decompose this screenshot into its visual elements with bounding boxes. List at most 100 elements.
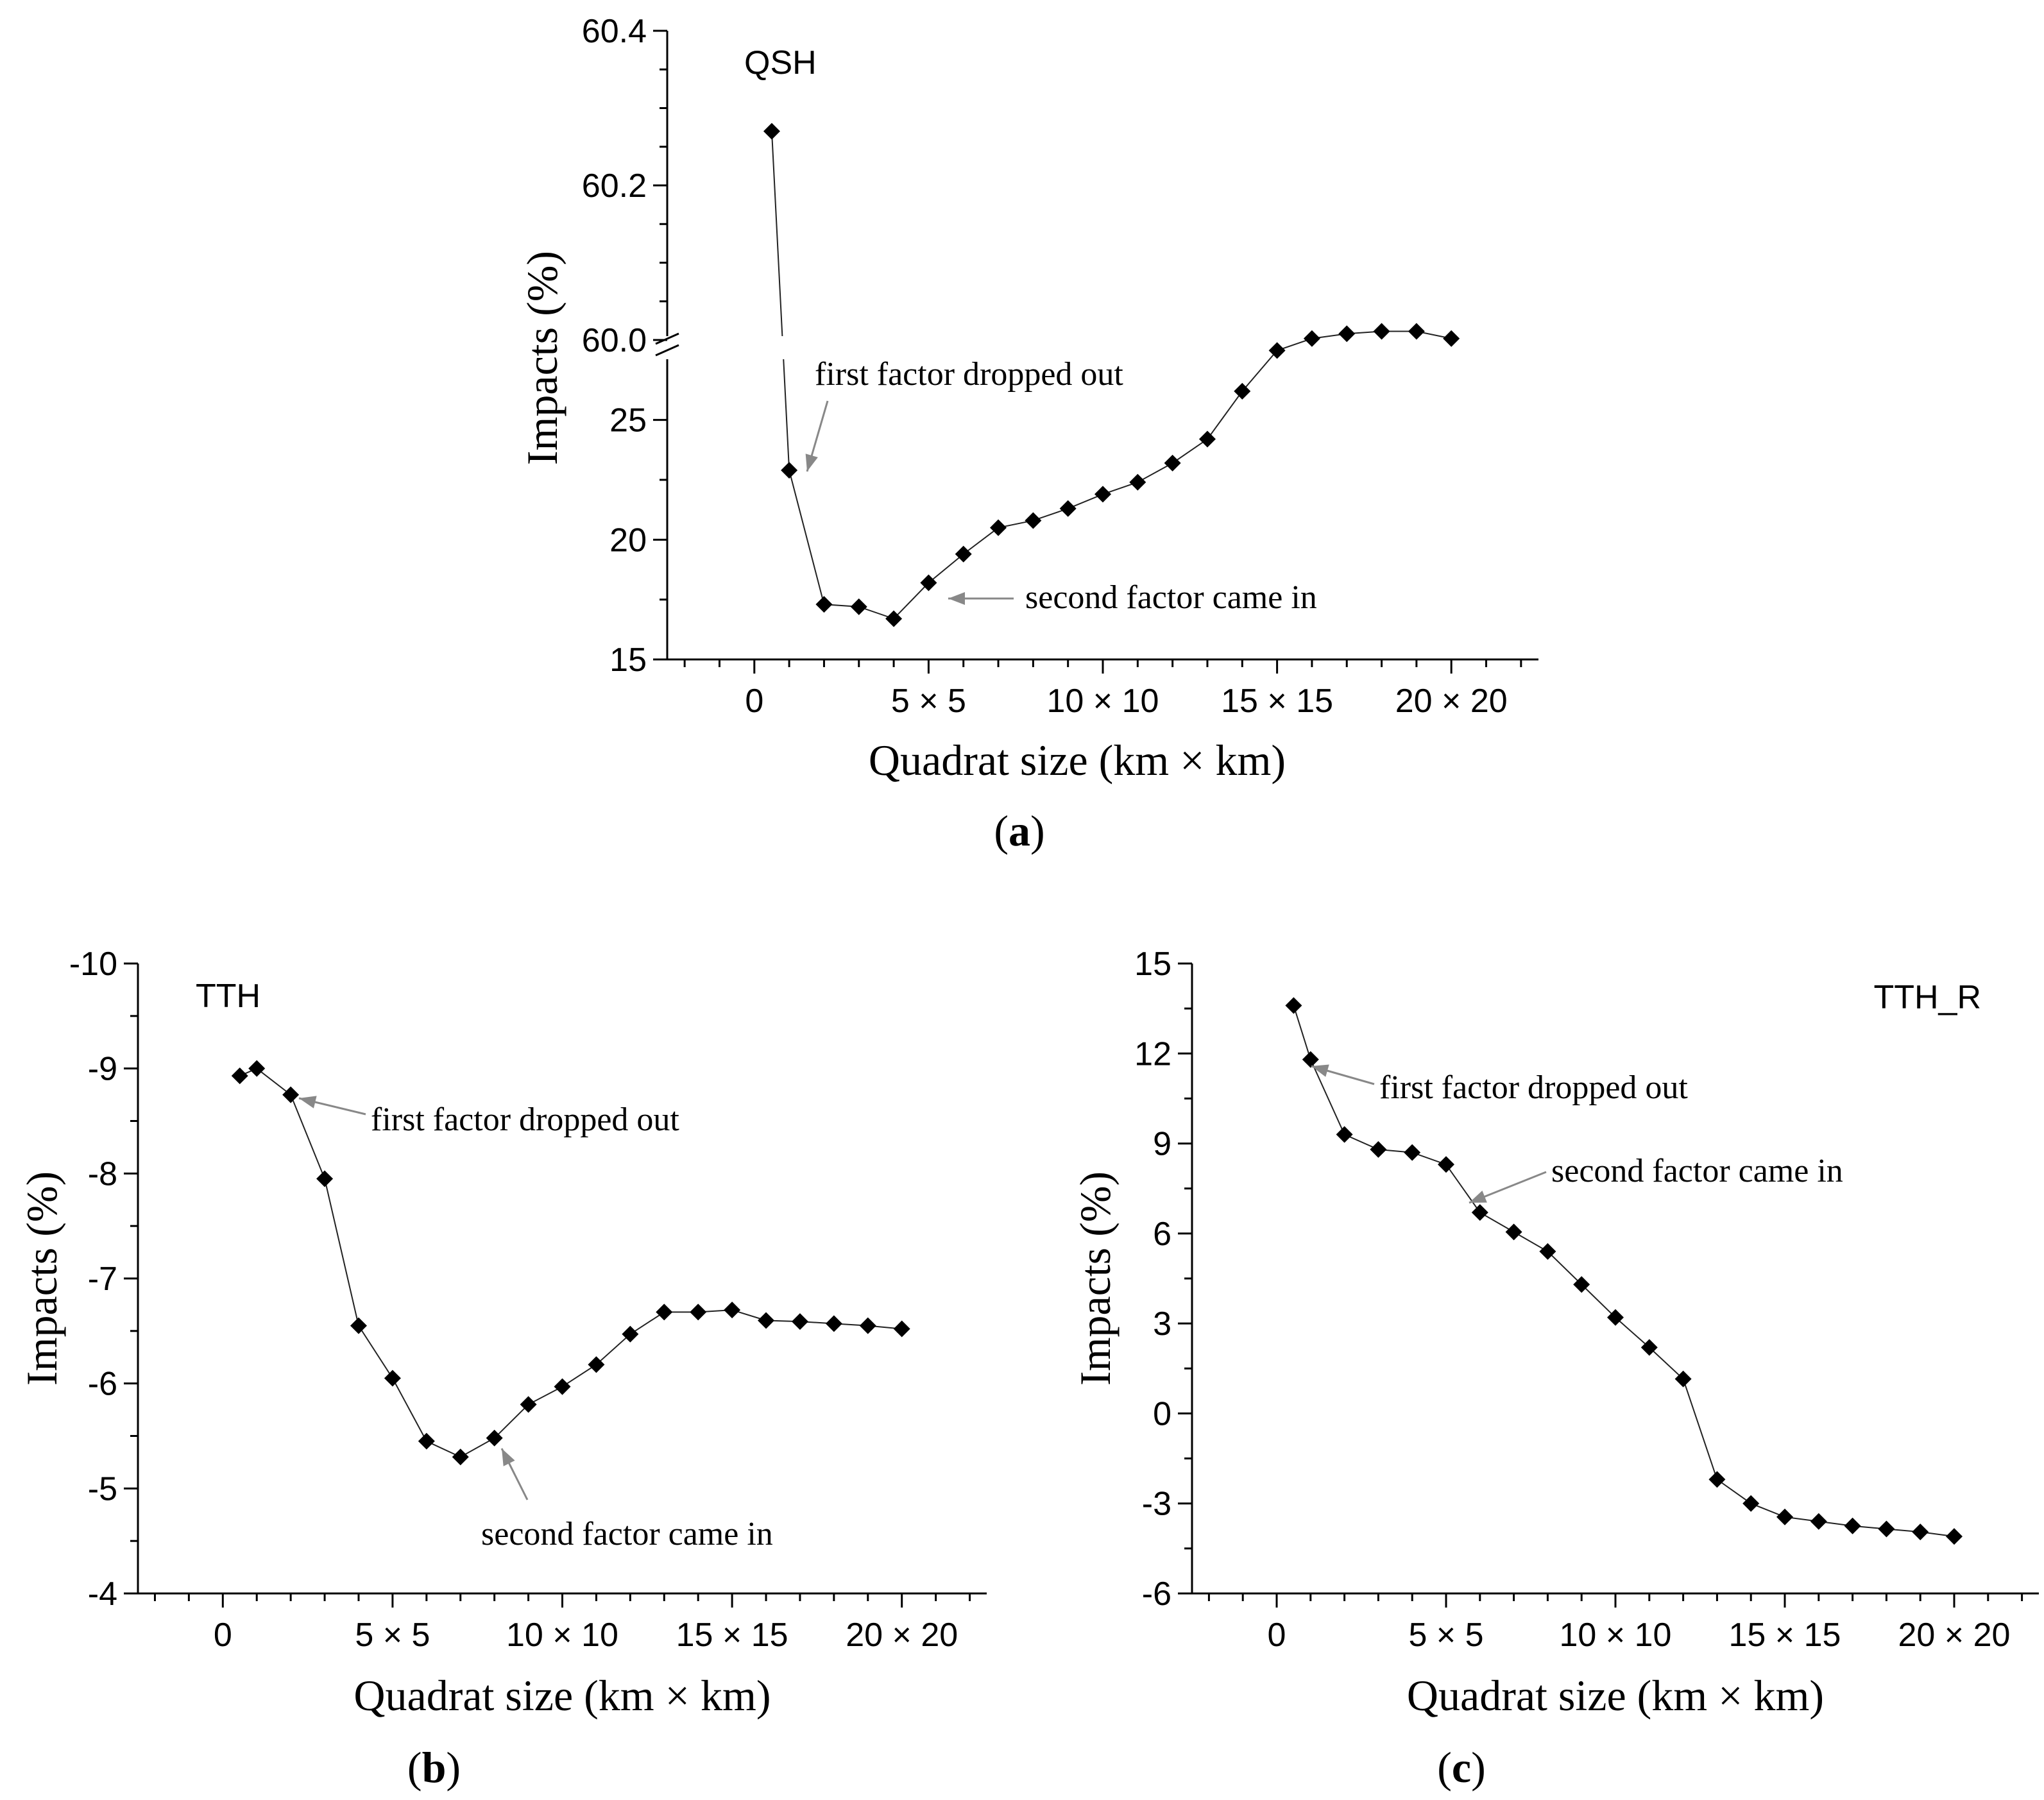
data-marker xyxy=(1059,500,1077,517)
y-tick-label: -3 xyxy=(1142,1486,1171,1523)
data-marker xyxy=(1878,1520,1895,1538)
data-marker xyxy=(316,1170,334,1187)
annotation-arrowhead-1 xyxy=(1469,1191,1487,1203)
x-tick-label: 5 × 5 xyxy=(355,1617,430,1654)
annotation-text: second factor came in xyxy=(1551,1153,1843,1189)
caption-close-paren: ) xyxy=(446,1743,461,1792)
data-marker xyxy=(690,1303,707,1321)
data-marker xyxy=(815,596,833,613)
data-marker xyxy=(1129,473,1146,491)
caption-open-paren: ( xyxy=(994,806,1009,855)
y-tick-label: -6 xyxy=(88,1366,117,1403)
data-marker xyxy=(859,1317,876,1334)
y-tick-label: 15 xyxy=(609,641,647,679)
data-marker xyxy=(758,1312,775,1329)
data-marker xyxy=(1539,1243,1556,1260)
chart-panel-a: 60.0 60.2 60.4 15 20 25 Impacts (%) 0 5 × 5 10 × … xyxy=(518,13,1538,855)
data-marker xyxy=(452,1448,469,1466)
annotation-text: first factor dropped out xyxy=(1379,1069,1688,1106)
data-marker xyxy=(1164,454,1181,471)
data-marker xyxy=(1742,1495,1760,1512)
data-marker xyxy=(1404,1144,1421,1161)
data-marker xyxy=(791,1313,808,1330)
annotation-arrowhead-0 xyxy=(1311,1064,1329,1077)
data-marker xyxy=(1025,512,1042,529)
y-tick-label: -5 xyxy=(88,1470,117,1507)
data-marker xyxy=(1438,1156,1454,1173)
caption-letter: c xyxy=(1452,1743,1471,1792)
data-marker xyxy=(893,1320,910,1337)
data-marker xyxy=(1268,342,1286,359)
data-marker xyxy=(1674,1370,1692,1388)
caption-open-paren: ( xyxy=(1437,1743,1452,1792)
caption-close-paren: ) xyxy=(1030,806,1045,855)
x-tick-label: 10 × 10 xyxy=(1560,1617,1672,1654)
y-axis-title: Impacts (%) xyxy=(17,1171,66,1386)
data-marker xyxy=(1443,330,1460,347)
y-tick-label: -10 xyxy=(69,946,117,983)
annotation-text: first factor dropped out xyxy=(371,1101,679,1138)
data-marker xyxy=(1338,325,1356,343)
x-axis-title: Quadrat size (km × km) xyxy=(869,736,1286,785)
axis-break-mark xyxy=(655,332,679,345)
y-tick-label: 25 xyxy=(609,402,647,439)
data-marker xyxy=(1844,1517,1861,1534)
data-marker xyxy=(850,598,867,615)
data-marker xyxy=(1234,382,1251,400)
data-marker xyxy=(1573,1276,1590,1293)
data-marker xyxy=(554,1378,571,1395)
data-marker xyxy=(825,1315,842,1332)
annotation-arrowhead-0 xyxy=(299,1096,317,1108)
annotation-arrowhead-0 xyxy=(805,454,818,471)
panel-caption: (c) xyxy=(1437,1743,1486,1792)
data-marker xyxy=(1776,1508,1793,1525)
panel-caption: (b) xyxy=(407,1743,461,1792)
y-tick-label: -8 xyxy=(88,1155,117,1193)
x-tick-label: 0 xyxy=(1268,1617,1286,1654)
x-axis-title: Quadrat size (km × km) xyxy=(353,1671,771,1720)
y-tick-label: -6 xyxy=(1142,1575,1171,1613)
panel-caption: (a) xyxy=(994,806,1044,855)
data-marker xyxy=(588,1356,605,1373)
y-tick-label: 15 xyxy=(1134,946,1171,983)
data-marker xyxy=(1336,1126,1353,1143)
annotation-text: first factor dropped out xyxy=(815,356,1123,393)
chart-tag-label: TTH xyxy=(196,978,260,1015)
x-tick-label: 0 xyxy=(745,683,763,720)
data-marker xyxy=(1302,1051,1319,1068)
data-marker xyxy=(1408,323,1425,340)
chart-tag-label: QSH xyxy=(744,44,817,81)
x-tick-label: 0 xyxy=(214,1617,232,1654)
data-marker xyxy=(724,1302,741,1319)
y-tick-label: -7 xyxy=(88,1261,117,1298)
data-marker xyxy=(1946,1528,1963,1545)
data-marker xyxy=(1708,1471,1726,1488)
annotation-arrowhead-1 xyxy=(502,1448,515,1466)
data-marker xyxy=(1094,486,1111,503)
data-marker xyxy=(1370,1141,1387,1158)
data-marker xyxy=(1198,430,1216,448)
data-marker xyxy=(885,610,903,627)
y-tick-label: 9 xyxy=(1153,1126,1171,1163)
data-marker xyxy=(231,1067,248,1085)
data-marker xyxy=(990,519,1007,536)
caption-close-paren: ) xyxy=(1471,1743,1486,1792)
x-tick-label: 20 × 20 xyxy=(1395,683,1508,720)
y-tick-label: 12 xyxy=(1134,1035,1171,1073)
data-marker xyxy=(1912,1524,1929,1541)
y-tick-label: 60.0 xyxy=(582,322,647,359)
x-tick-label: 20 × 20 xyxy=(1898,1617,2011,1654)
annotation-arrowhead-1 xyxy=(948,592,965,605)
data-marker xyxy=(1505,1223,1522,1241)
data-marker xyxy=(763,123,780,140)
data-marker xyxy=(486,1429,503,1447)
annotation-text: second factor came in xyxy=(481,1516,773,1552)
y-tick-label: 60.2 xyxy=(582,167,647,205)
data-marker xyxy=(282,1086,300,1103)
x-axis-title: Quadrat size (km × km) xyxy=(1407,1671,1824,1720)
data-marker xyxy=(384,1370,401,1387)
data-marker xyxy=(350,1317,367,1334)
data-marker xyxy=(1285,997,1302,1014)
data-marker xyxy=(1373,323,1390,340)
x-tick-label: 15 × 15 xyxy=(1221,683,1333,720)
